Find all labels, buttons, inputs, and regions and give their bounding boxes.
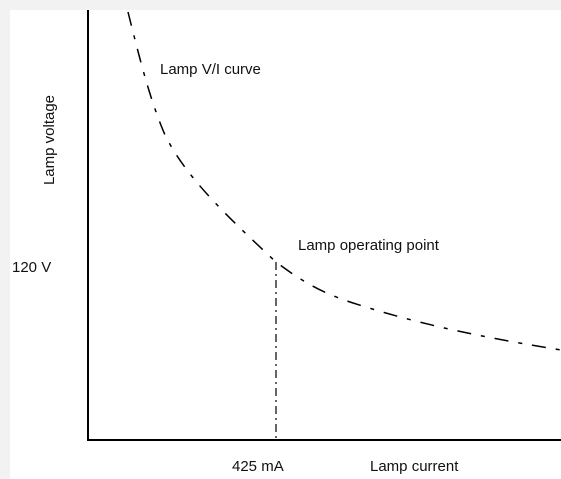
point-label: Lamp operating point xyxy=(298,237,440,254)
current-label: 425 mA xyxy=(232,458,284,475)
voltage-label: 120 V xyxy=(12,259,51,276)
curve-label: Lamp V/I curve xyxy=(160,61,261,78)
panel xyxy=(10,10,561,479)
y-axis-label: Lamp voltage xyxy=(41,95,58,185)
x-axis-label: Lamp current xyxy=(370,458,459,475)
